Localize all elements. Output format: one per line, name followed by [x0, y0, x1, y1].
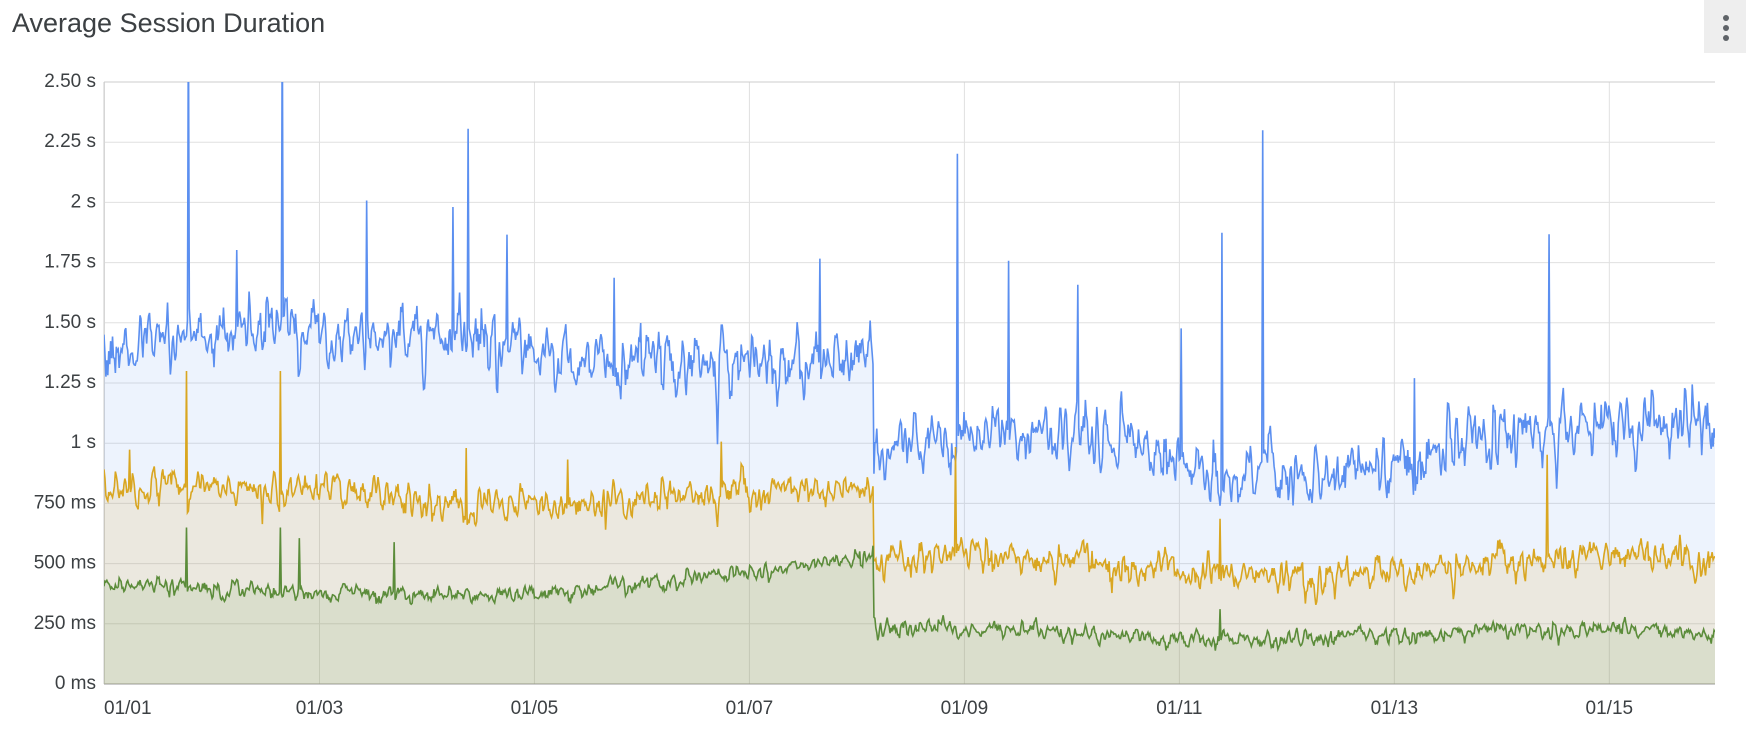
svg-text:01/03: 01/03: [296, 698, 344, 719]
svg-text:250 ms: 250 ms: [34, 613, 96, 634]
svg-text:01/07: 01/07: [726, 698, 774, 719]
svg-text:1.75 s: 1.75 s: [44, 252, 96, 273]
svg-text:01/13: 01/13: [1371, 698, 1419, 719]
svg-text:750 ms: 750 ms: [34, 492, 96, 513]
svg-text:2 s: 2 s: [71, 191, 96, 212]
svg-text:01/01: 01/01: [104, 698, 152, 719]
svg-text:500 ms: 500 ms: [34, 553, 96, 574]
svg-text:01/05: 01/05: [511, 698, 559, 719]
svg-text:01/11: 01/11: [1156, 698, 1202, 719]
svg-text:0 ms: 0 ms: [55, 673, 96, 694]
svg-text:2.50 s: 2.50 s: [44, 71, 96, 92]
svg-text:1 s: 1 s: [71, 432, 96, 453]
svg-text:1.25 s: 1.25 s: [44, 372, 96, 393]
svg-text:01/09: 01/09: [941, 698, 989, 719]
svg-text:1.50 s: 1.50 s: [44, 312, 96, 333]
svg-text:01/15: 01/15: [1586, 698, 1634, 719]
svg-text:2.25 s: 2.25 s: [44, 131, 96, 152]
